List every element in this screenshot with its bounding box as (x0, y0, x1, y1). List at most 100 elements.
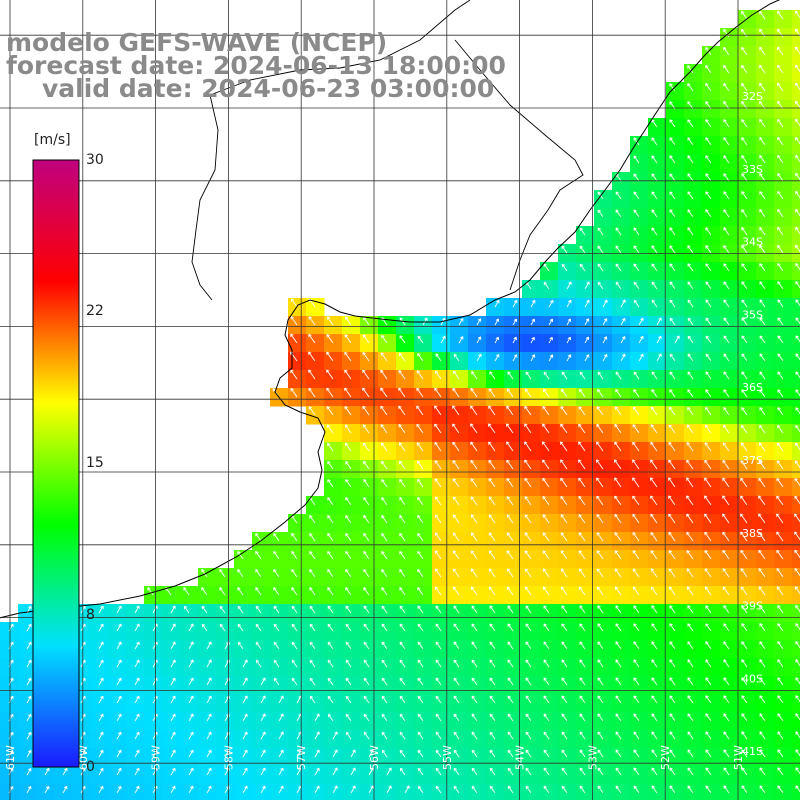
field-cell (450, 478, 469, 497)
wind-arrow (686, 441, 694, 452)
field-cell (162, 622, 181, 641)
wind-arrow (741, 371, 748, 380)
field-cell (522, 550, 541, 569)
field-cell (738, 388, 757, 407)
wind-arrow (417, 695, 424, 704)
wind-arrow (615, 245, 622, 254)
wind-arrow (471, 677, 478, 686)
wind-arrow (380, 424, 388, 434)
wind-arrow (363, 497, 370, 506)
field-cell (486, 352, 505, 371)
field-cell (738, 28, 757, 47)
field-cell (792, 226, 800, 245)
wind-arrow (255, 659, 262, 668)
wind-arrow (188, 695, 194, 704)
field-cell (558, 514, 577, 533)
wind-arrow (614, 441, 622, 452)
field-cell (540, 424, 559, 443)
wind-arrow (776, 513, 784, 524)
wind-arrow (327, 497, 334, 506)
wind-arrow (435, 641, 442, 650)
wind-arrow (632, 441, 640, 452)
field-cell (144, 676, 163, 695)
field-cell (324, 316, 343, 335)
field-cell (666, 370, 685, 389)
field-cell (270, 568, 289, 587)
field-cell (666, 352, 685, 371)
wind-arrow (579, 695, 586, 704)
field-cell (18, 640, 37, 659)
wind-arrow (398, 387, 406, 398)
field-cell (522, 694, 541, 713)
wind-arrow (777, 749, 784, 758)
wind-arrow (597, 677, 604, 686)
field-cell (414, 748, 433, 767)
field-cell (378, 658, 397, 677)
field-cell (666, 712, 685, 731)
field-cell (540, 406, 559, 425)
field-cell (630, 370, 649, 389)
field-cell (666, 136, 685, 155)
wind-arrow (704, 586, 712, 596)
wind-arrow (633, 389, 640, 398)
wind-arrow (776, 586, 784, 596)
wind-arrow (524, 405, 532, 416)
field-cell (0, 694, 19, 713)
field-cell (612, 496, 631, 515)
wind-arrow (723, 317, 730, 326)
field-cell (774, 748, 793, 767)
wind-arrow (345, 677, 352, 686)
field-cell (414, 676, 433, 695)
wind-arrow (278, 785, 284, 794)
wind-arrow (795, 731, 800, 739)
field-cell (558, 352, 577, 371)
field-cell (666, 388, 685, 407)
wind-arrow (201, 605, 208, 614)
wind-arrow (273, 550, 280, 560)
wind-arrow (435, 749, 442, 758)
field-cell (774, 190, 793, 209)
wind-arrow (489, 731, 496, 740)
wind-arrow (741, 605, 748, 614)
field-cell (288, 550, 307, 569)
wind-arrow (327, 623, 334, 632)
field-cell (540, 568, 559, 587)
wind-arrow (416, 423, 424, 434)
wind-arrow (470, 568, 478, 578)
field-cell (396, 640, 415, 659)
wind-arrow (758, 442, 766, 452)
wind-arrow (705, 209, 712, 218)
field-cell (666, 154, 685, 173)
wind-arrow (740, 513, 748, 524)
field-cell (612, 280, 631, 299)
wind-arrow (584, 299, 590, 308)
wind-arrow (525, 767, 532, 776)
field-cell (792, 190, 800, 209)
wind-arrow (579, 785, 586, 794)
field-cell (576, 496, 595, 515)
field-cell (558, 640, 577, 659)
field-cell (576, 550, 595, 569)
field-cell (630, 568, 649, 587)
wind-arrow (597, 731, 604, 740)
field-cell (594, 622, 613, 641)
field-cell (342, 334, 361, 353)
field-cell (738, 190, 757, 209)
wind-arrow (309, 587, 316, 596)
field-cell (432, 460, 451, 479)
field-cell (684, 442, 703, 461)
field-cell (630, 640, 649, 659)
field-cell (432, 442, 451, 461)
field-cell (702, 784, 721, 800)
field-cell (270, 604, 289, 623)
field-cell (738, 370, 757, 389)
wind-arrow (188, 623, 194, 632)
wind-arrow (116, 713, 122, 722)
wind-arrow (470, 405, 478, 416)
field-cell (306, 730, 325, 749)
wind-arrow (506, 405, 514, 416)
field-cell (162, 676, 181, 695)
field-cell (666, 478, 685, 497)
field-cell (774, 154, 793, 173)
field-cell (540, 676, 559, 695)
